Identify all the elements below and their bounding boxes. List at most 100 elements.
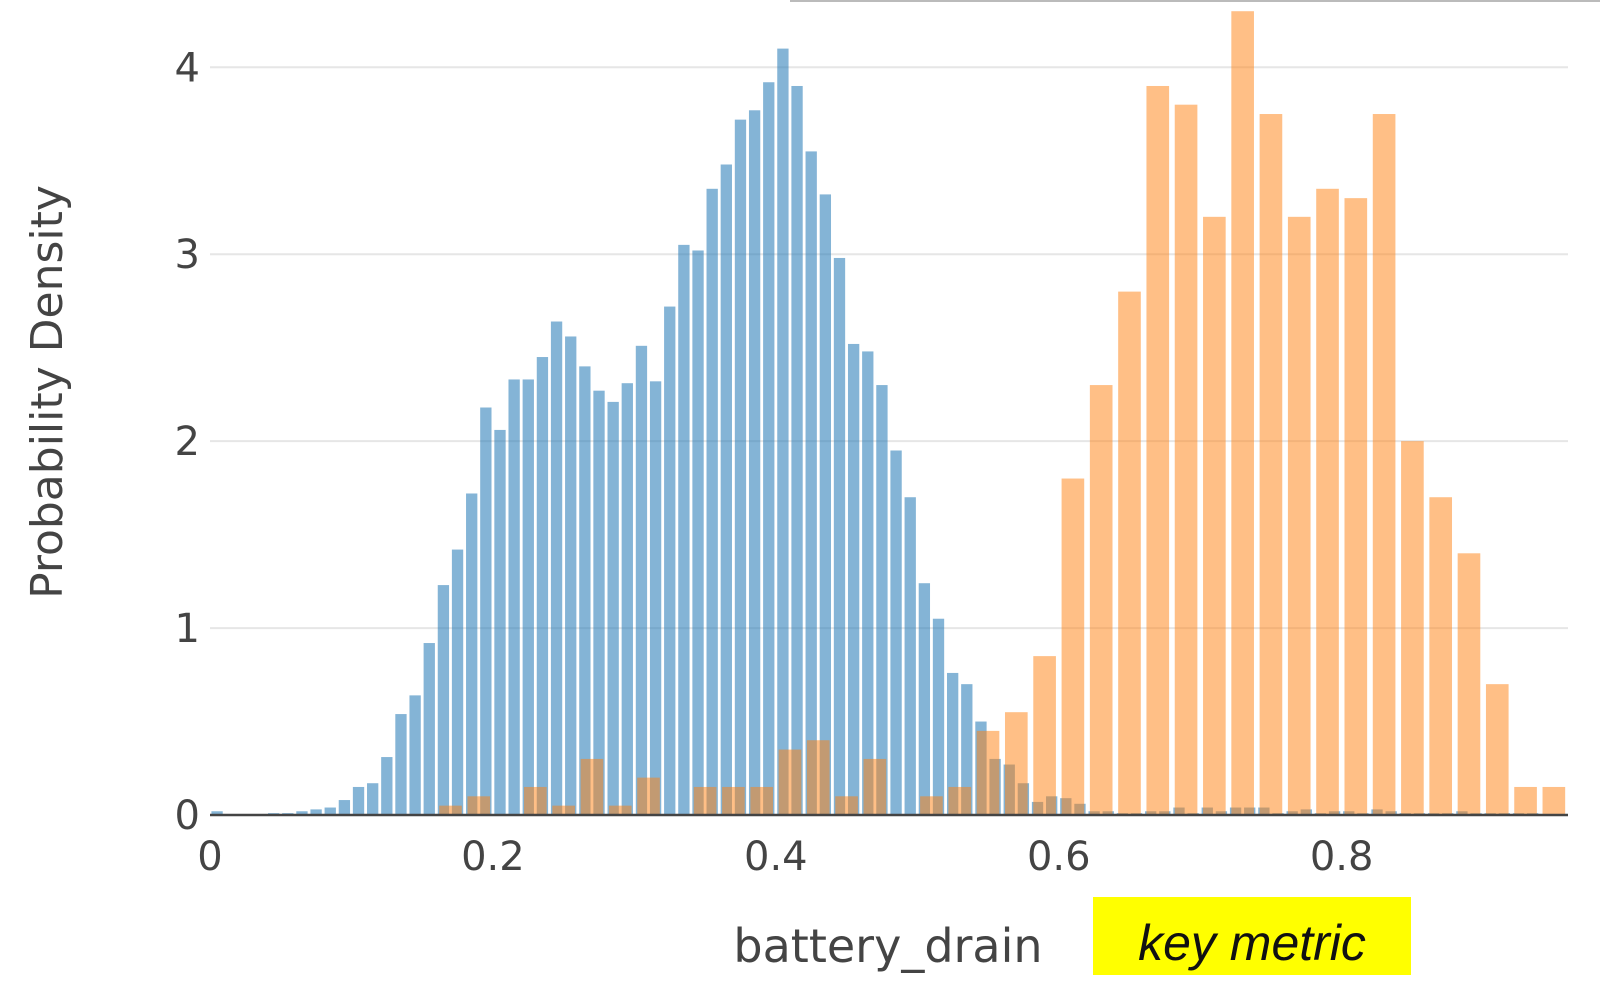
bar (352, 786, 365, 815)
bar (722, 786, 745, 815)
bar (338, 800, 351, 815)
bar (437, 585, 450, 815)
bar (608, 805, 632, 815)
bar (1542, 786, 1566, 815)
bar (466, 493, 478, 815)
bar (678, 244, 690, 816)
bar (1089, 385, 1113, 815)
bar (1372, 114, 1396, 816)
bar (1004, 712, 1028, 815)
y-axis-label: Probability Density (22, 185, 73, 599)
bar (693, 786, 717, 815)
bar (439, 805, 462, 815)
bar (961, 684, 973, 815)
bar (976, 730, 1000, 815)
bar (692, 250, 704, 816)
y-tick-label: 3 (175, 232, 200, 278)
bar (863, 758, 887, 815)
bar (593, 390, 605, 815)
bar (649, 381, 662, 815)
bar (508, 379, 520, 815)
annotation-highlight (1093, 897, 1411, 975)
bar (1401, 441, 1424, 815)
bar (932, 618, 945, 815)
bar (862, 351, 874, 815)
bar (748, 110, 761, 816)
bar (805, 151, 817, 816)
bar (890, 450, 902, 815)
bar (580, 758, 604, 815)
bar (451, 549, 464, 815)
bar (524, 786, 547, 815)
bar (1316, 188, 1339, 815)
bar (1174, 104, 1198, 816)
bar (536, 357, 549, 815)
x-tick-label: 0.2 (461, 834, 525, 880)
bar (946, 672, 959, 815)
bar (423, 643, 435, 815)
bar (1344, 198, 1368, 815)
bar (607, 401, 619, 815)
bar (565, 336, 577, 815)
bar (833, 257, 846, 815)
y-tick-label: 1 (175, 606, 200, 652)
y-tick-label: 2 (175, 419, 200, 465)
bar (876, 385, 888, 815)
bar (1457, 553, 1481, 815)
bar (1429, 497, 1453, 815)
bar (750, 786, 774, 815)
bar (720, 164, 732, 815)
bar (664, 306, 676, 815)
bar (920, 796, 943, 815)
bar (806, 740, 830, 815)
bar (1118, 291, 1141, 816)
bar (904, 497, 916, 815)
bar (1287, 216, 1311, 816)
bar (791, 85, 803, 816)
bar (310, 809, 322, 815)
x-tick-label: 0.8 (1310, 834, 1374, 880)
bar (835, 796, 858, 815)
bar (1203, 216, 1226, 816)
x-tick-label: 0.4 (744, 834, 808, 880)
bar (296, 811, 308, 815)
bar (367, 783, 379, 815)
bar (480, 407, 492, 815)
bar (734, 119, 747, 815)
x-tick-label: 0 (197, 834, 222, 880)
bar (522, 379, 534, 815)
bar (1231, 11, 1254, 816)
bar (819, 194, 832, 815)
bar (324, 807, 336, 815)
x-axis-label: battery_drain (733, 919, 1042, 973)
bar (635, 345, 648, 815)
x-tick-label: 0.6 (1027, 834, 1091, 880)
bar (550, 321, 563, 815)
bar (1485, 684, 1509, 815)
bar (409, 695, 421, 815)
bar (552, 805, 575, 815)
axes: 0 1 2 3 4 0 0.2 0.4 0.6 0.8 (175, 45, 1568, 880)
bar (637, 777, 660, 815)
bar (763, 82, 775, 816)
bar (1146, 85, 1170, 816)
bar (918, 583, 931, 815)
y-tick-label: 4 (175, 45, 200, 91)
bar (847, 343, 860, 815)
annotation: key metric (1138, 915, 1366, 971)
bar (777, 48, 789, 816)
bar (621, 383, 633, 815)
bar (778, 749, 802, 815)
bar (381, 757, 393, 815)
y-tick-label: 0 (175, 793, 200, 839)
bar (706, 188, 718, 815)
bar (494, 429, 506, 815)
bar (1033, 656, 1056, 815)
bar (579, 366, 591, 815)
bar (395, 714, 407, 815)
bar (1061, 478, 1085, 815)
bar (467, 796, 491, 815)
bar (1514, 786, 1537, 815)
bars (211, 11, 1566, 816)
bar (211, 811, 223, 815)
